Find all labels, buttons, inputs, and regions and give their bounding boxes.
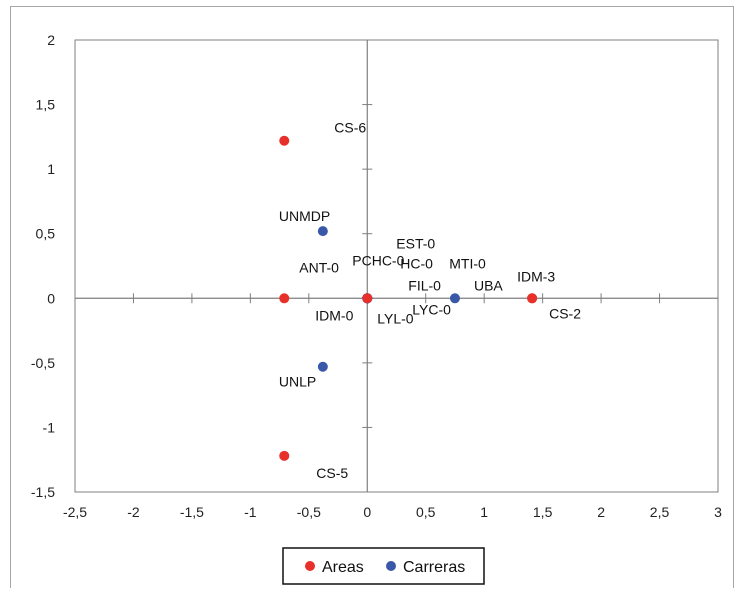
x-tick-label: -1,5 [180, 504, 204, 520]
point-label: EST-0 [396, 235, 435, 251]
point-label: HC-0 [400, 255, 433, 271]
y-tick-label: 2 [47, 32, 55, 48]
tick-labels: -2,5 -2 -1,5 -1 -0,5 0 0,5 1 1,5 2 2,5 3 2 1,5 1 0,5 0 -0… [31, 32, 722, 520]
x-tick-label: 0,5 [416, 504, 436, 520]
legend-marker [386, 561, 396, 571]
y-tick-label: -1,5 [31, 484, 55, 500]
data-points [279, 135, 538, 461]
x-tick-label: 0 [363, 504, 371, 520]
point-label: LYL-0 [377, 310, 414, 326]
point-label: CS-5 [316, 465, 348, 481]
point-label: FIL-0 [408, 277, 441, 293]
point-label: PCHC-0 [352, 252, 404, 268]
x-tick-label: -2 [127, 504, 140, 520]
x-tick-label: -2,5 [63, 504, 87, 520]
areas-point [279, 450, 290, 461]
areas-point [279, 135, 290, 146]
axes [74, 39, 719, 493]
chart-frame [10, 6, 734, 588]
point-label: MTI-0 [449, 255, 486, 271]
areas-point [279, 293, 290, 304]
point-label: UBA [474, 277, 503, 293]
legend-label: Carreras [403, 559, 465, 576]
point-label: LYC-0 [412, 301, 451, 317]
point-label: CS-6 [334, 120, 366, 136]
legend: Areas Carreras [282, 547, 485, 585]
x-tick-label: 1,5 [533, 504, 553, 520]
point-label: ANT-0 [299, 259, 339, 275]
plot-area-border [74, 39, 719, 493]
x-tick-label: 2,5 [650, 504, 670, 520]
point-labels: CS-6 ANT-0 CS-5 IDM-0 IDM-3 CS-2 UNMDP UNLP UBA E… [279, 120, 581, 481]
point-label: UNMDP [279, 208, 330, 224]
y-tick-label: -1 [43, 419, 56, 435]
y-tick-label: 1,5 [36, 97, 56, 113]
legend-marker [305, 561, 315, 571]
legend-box [282, 547, 485, 585]
carreras-point [317, 226, 328, 237]
x-tick-label: 1 [480, 504, 488, 520]
point-label: UNLP [279, 374, 316, 390]
point-label: IDM-3 [517, 268, 555, 284]
areas-point [362, 293, 373, 304]
point-label: CS-2 [549, 305, 581, 321]
x-tick-label: -0,5 [297, 504, 321, 520]
x-tick-label: -1 [244, 504, 257, 520]
y-tick-label: -0,5 [31, 355, 55, 371]
carreras-point [449, 293, 460, 304]
y-tick-label: 1 [47, 161, 55, 177]
legend-label: Areas [322, 559, 364, 576]
carreras-point [317, 361, 328, 372]
point-label: IDM-0 [315, 307, 353, 323]
y-tick-label: 0,5 [36, 226, 56, 242]
areas-point [527, 293, 538, 304]
x-tick-label: 2 [597, 504, 605, 520]
x-tick-label: 3 [714, 504, 722, 520]
y-tick-label: 0 [47, 290, 55, 306]
